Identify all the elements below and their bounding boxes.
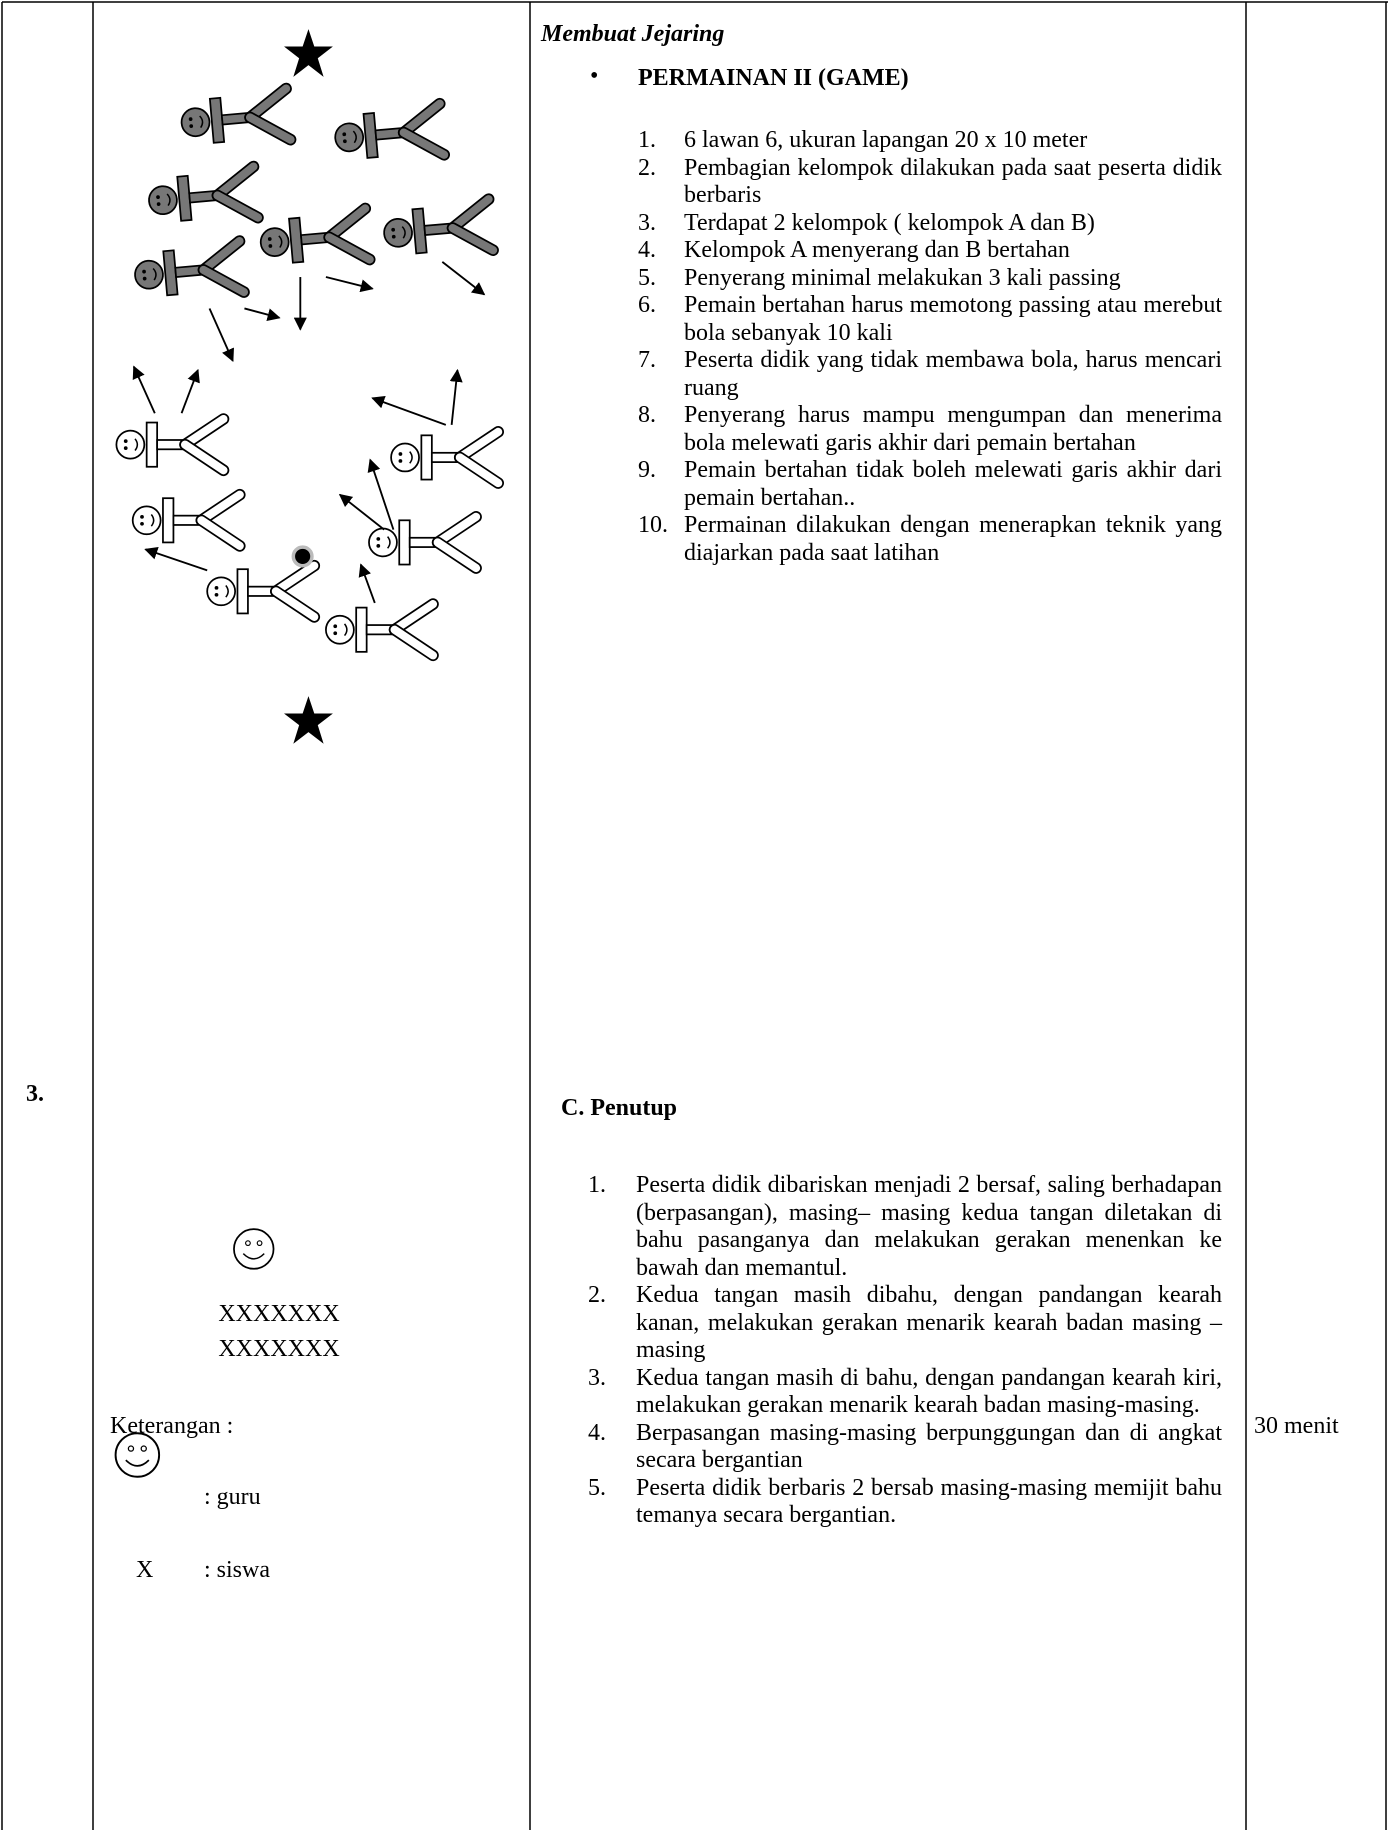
list-item: 4. Berpasangan masing-masing berpunggunga…	[588, 1419, 1222, 1475]
star	[284, 29, 333, 77]
attacker	[133, 495, 240, 546]
item-number: 9.	[638, 457, 656, 483]
item-text: Peserta didik yang tidak membawa bola, h…	[684, 347, 1222, 401]
item-text: Pemain bertahan tidak boleh melewati gar…	[684, 457, 1222, 511]
list-item: 3. Terdapat 2 kelompok ( kelompok A dan B…	[638, 209, 1222, 238]
list-item: 9. Pemain bertahan tidak boleh melewati g…	[638, 457, 1222, 512]
activity-title: Membuat Jejaring	[541, 21, 725, 47]
item-number: 5.	[588, 1474, 606, 1501]
item-number: 1.	[638, 127, 656, 153]
defender	[259, 208, 370, 268]
formation-row: XXXXXXX	[218, 1301, 340, 1327]
item-text: Terdapat 2 kelompok ( kelompok A dan B)	[684, 209, 1095, 236]
closing-title: C. Penutup	[561, 1095, 678, 1121]
item-text: Kedua tangan masih dibahu, dengan pandan…	[636, 1282, 1222, 1363]
attacker	[391, 432, 498, 483]
legend-symbol: X	[136, 1557, 154, 1583]
defender	[179, 89, 290, 149]
closing-steps: 1. Peserta didik dibariskan menjadi 2 ber…	[588, 1172, 1222, 1530]
item-text: Pembagian kelompok dilakukan pada saat p…	[684, 154, 1222, 209]
item-number: 2.	[638, 154, 656, 181]
list-item: 3. Kedua tangan masih di bahu, dengan pan…	[588, 1364, 1222, 1420]
item-number: 4.	[638, 237, 656, 263]
item-text: Kedua tangan masih di bahu, dengan panda…	[636, 1364, 1222, 1419]
defender	[382, 199, 493, 259]
ball	[291, 545, 314, 568]
item-text: 6 lawan 6, ukuran lapangan 20 x 10 meter	[684, 127, 1088, 153]
game-diagram	[116, 29, 499, 1478]
bullet: •	[590, 63, 599, 89]
item-number: 6.	[638, 292, 656, 318]
game-title: PERMAINAN II (GAME)	[638, 65, 909, 91]
attacker	[116, 419, 223, 470]
list-item: 5. Peserta didik berbaris 2 bersab masing…	[588, 1474, 1222, 1530]
item-number: 3.	[588, 1364, 606, 1391]
legend-label: : siswa	[204, 1557, 270, 1583]
list-item: 4. Kelompok A menyerang dan B bertahan	[638, 237, 1222, 265]
legend-label: : guru	[204, 1484, 261, 1510]
defender	[133, 241, 244, 301]
list-item: 5. Penyerang minimal melakukan 3 kali pas…	[638, 264, 1222, 293]
attacker	[369, 517, 476, 568]
list-item: 1. 6 lawan 6, ukuran lapangan 20 x 10 met…	[638, 127, 1222, 155]
formation-row: XXXXXXX	[218, 1336, 340, 1362]
item-text: Peserta didik dibariskan menjadi 2 bersa…	[636, 1172, 1222, 1281]
item-text: Permainan dilakukan dengan menerapkan te…	[684, 512, 1222, 566]
duration: 30 menit	[1254, 1413, 1339, 1439]
list-item: 1. Peserta didik dibariskan menjadi 2 ber…	[588, 1172, 1222, 1282]
attacker	[207, 566, 314, 617]
game-steps: 1. 6 lawan 6, ukuran lapangan 20 x 10 met…	[638, 127, 1222, 567]
defender	[333, 104, 444, 164]
item-text: Pemain bertahan harus memotong passing a…	[684, 292, 1222, 346]
list-item: 10. Permainan dilakukan dengan menerapkan…	[638, 512, 1222, 567]
legend-title: Keterangan :	[110, 1413, 234, 1439]
item-text: Penyerang harus mampu mengumpan dan mene…	[684, 402, 1222, 456]
row-number: 3.	[26, 1081, 44, 1107]
list-item: 8. Penyerang harus mampu mengumpan dan me…	[638, 402, 1222, 457]
item-number: 2.	[588, 1282, 606, 1308]
list-item: 2. Pembagian kelompok dilakukan pada saat…	[638, 154, 1222, 210]
item-number: 5.	[638, 264, 656, 291]
defender	[147, 167, 258, 227]
attacker	[326, 604, 433, 655]
list-item: 6. Pemain bertahan harus memotong passing…	[638, 292, 1222, 347]
list-item: 7. Peserta didik yang tidak membawa bola,…	[638, 347, 1222, 402]
item-number: 1.	[588, 1172, 606, 1198]
item-number: 8.	[638, 402, 656, 428]
item-number: 10.	[638, 512, 668, 538]
list-item: 2. Kedua tangan masih dibahu, dengan pand…	[588, 1282, 1222, 1365]
item-text: Berpasangan masing-masing berpunggungan …	[636, 1419, 1222, 1474]
item-text: Peserta didik berbaris 2 bersab masing-m…	[636, 1474, 1222, 1529]
item-number: 3.	[638, 209, 656, 236]
arrows	[132, 261, 486, 604]
item-text: Penyerang minimal melakukan 3 kali passi…	[684, 264, 1121, 291]
item-number: 4.	[588, 1419, 606, 1446]
star	[284, 696, 333, 744]
item-number: 7.	[638, 347, 656, 373]
teacher-icon	[233, 1228, 275, 1270]
item-text: Kelompok A menyerang dan B bertahan	[684, 237, 1070, 263]
